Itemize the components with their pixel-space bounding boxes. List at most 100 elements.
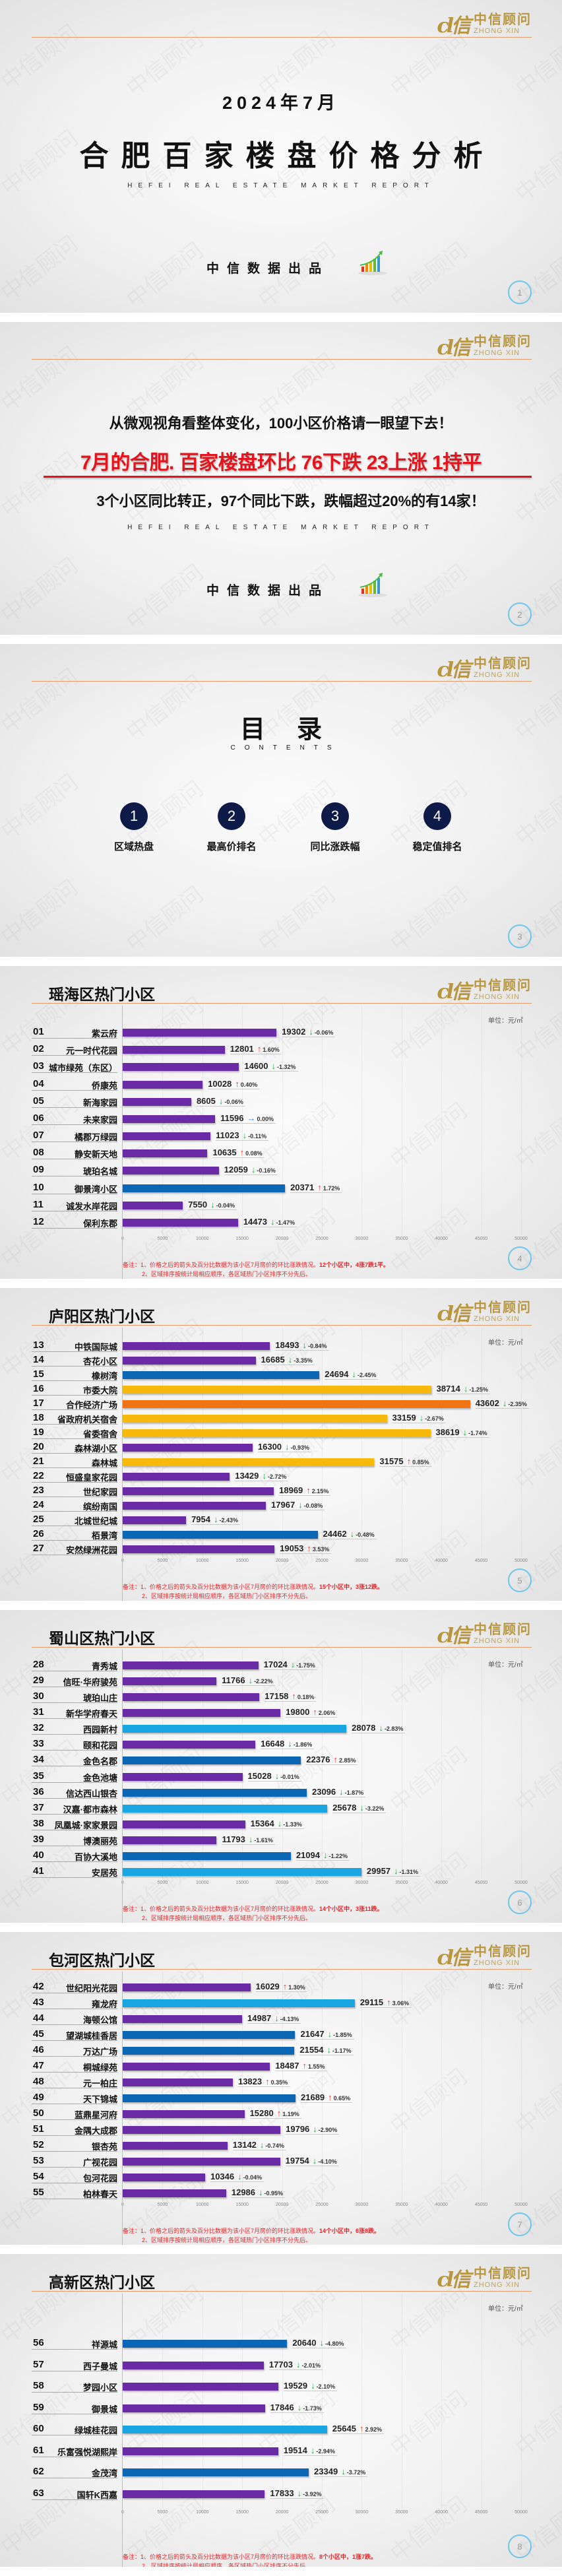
price-bar [123,2110,245,2118]
arrow-down-icon: ↓ [313,2124,317,2134]
price-value: 43602 [475,1398,499,1408]
row-underline [32,2135,117,2136]
arrow-up-icon: ↑ [313,1707,317,1718]
row-community-name: 侨康苑 [91,1080,117,1091]
row-rank: 39 [33,1833,44,1845]
row-community-name: 紫云府 [91,1029,117,1039]
row-community-name: 元一时代花园 [65,1046,117,1056]
row-community-name: 世纪阳光花园 [65,1983,117,1993]
change-percent: -2.35% [508,1401,527,1407]
chart-row: 46 万达广场 21554 ↓ -1.17% [0,2044,562,2057]
value-label: 10635 ↑ 0.08% [212,1147,265,1159]
price-value: 20371 [290,1182,315,1192]
price-value: 10635 [212,1147,237,1158]
price-value: 11596 [220,1112,244,1123]
watermark: 中信顾问 [511,776,562,852]
row-community-name: 梦园小区 [82,2383,117,2393]
value-label: 12986 ↓ -0.95% [231,2187,286,2198]
x-tick-label: 40000 [435,1237,448,1241]
x-tick-label: 35000 [395,2203,408,2207]
row-community-name: 雍龙府 [91,1999,117,2009]
row-community-name: 橡树湾 [91,1371,117,1381]
unit-label: 单位：元/㎡ [488,1661,523,1669]
x-tick-label: 45000 [474,2510,488,2515]
gridline [521,1006,522,1235]
row-underline [32,2349,117,2350]
row-underline [32,1055,117,1056]
page-number: 6 [508,1890,532,1914]
price-value: 38714 [436,1384,460,1394]
price-value: 38619 [435,1427,460,1437]
chart-row: 09 琥珀名城 12059 ↓ -0.16% [0,1163,562,1177]
growth-chart-icon [358,251,387,275]
gridline [521,1972,522,2201]
change-percent: 2.92% [365,2426,382,2433]
price-bar [123,1545,275,1553]
summary-yoy: 3个小区同比转正，97个同比下跌，跌幅超过20%的有14家！ [96,493,485,509]
value-label: 12059 ↓ -0.16% [224,1165,278,1176]
contents-subtitle-en: CONTENTS [230,744,341,752]
value-label: 13142 ↓ -0.74% [232,2140,286,2150]
row-community-name: 金色池塘 [82,1772,117,1783]
change-percent: -2.43% [219,1517,239,1524]
row-community-name: 信旺·华府骏苑 [63,1677,117,1688]
price-bar [123,1852,291,1860]
change-percent: -0.04% [216,1202,235,1209]
arrow-up-icon: ↑ [359,2424,364,2434]
chart-row: 20 森林湖小区 16300 ↓ -0.93% [0,1440,562,1454]
row-community-name: 御景城 [91,2404,117,2414]
change-percent: 1.72% [323,1184,340,1192]
change-percent: 0.85% [412,1459,429,1465]
toc-item[interactable]: 2 最高价排名 [192,802,271,853]
value-label: 20640 ↓ -4.80% [292,2338,346,2348]
gridline [282,1006,283,1235]
row-underline [32,1351,117,1352]
row-rank: 41 [33,1865,44,1877]
arrow-up-icon: ↑ [302,2061,307,2071]
row-community-name: 国轩K西嘉 [77,2490,117,2500]
price-bar [123,2468,309,2477]
toc-item[interactable]: 1 区域热盘 [94,802,173,853]
chart-row: 15 橡树湾 24694 ↓ -2.45% [0,1368,562,1381]
price-bar [123,1725,347,1733]
row-community-name: 安然绿洲花园 [65,1545,117,1555]
value-label: 15028 ↓ -0.01% [247,1771,301,1782]
header-divider [32,37,532,38]
change-percent: -2.10% [316,2383,336,2391]
change-percent: -2.22% [254,1678,273,1685]
price-bar [123,2404,265,2412]
price-bar [123,1473,230,1481]
arrow-down-icon: ↓ [327,2029,332,2039]
price-bar [123,1371,320,1379]
price-bar [123,2126,281,2134]
price-value: 19800 [286,1707,310,1718]
x-tick-label: 20000 [275,1559,289,1563]
price-bar [123,1756,301,1765]
x-tick-label: 15000 [235,1881,249,1885]
brand-name-cn: 中信顾问 [474,656,532,671]
price-value: 21554 [299,2045,324,2055]
value-label: 43602 ↓ -2.35% [475,1398,529,1409]
price-bar [123,1693,260,1702]
gridline [441,2294,443,2509]
chart-row: 10 御景湾小区 20371 ↑ 1.72% [0,1181,562,1194]
row-underline [32,1750,117,1751]
chart-row: 54 包河花园 10346 ↓ -0.04% [0,2170,562,2183]
chart-row: 51 金隅大成郡 19796 ↓ -2.90% [0,2123,562,2136]
price-value: 19529 [283,2381,308,2391]
footnote-text: 备注：1、价格之后的箭头及百分比数据为该小区7月房价的环比涨跌情况。 [123,2554,320,2560]
toc-item[interactable]: 3 同比涨跌幅 [296,802,375,853]
gridline [441,1006,443,1235]
change-percent: -1.25% [469,1386,488,1393]
row-rank: 48 [33,2076,44,2087]
price-bar [123,2174,205,2181]
change-percent: 2.06% [318,1710,336,1717]
price-bar [123,1063,239,1072]
gridline [322,1650,323,1879]
change-percent: -0.74% [265,2142,284,2149]
summary-slide: 中信顾问 中信顾问 中信顾问 中信顾问 中信顾问 中信顾问 中信顾问 中信顾问 中信顾问 中信顾问… [0,322,562,635]
toc-item[interactable]: 4 稳定值排名 [398,802,477,853]
row-underline [32,1380,117,1381]
arrow-up-icon: ↑ [307,1543,311,1553]
arrow-up-icon: ↑ [333,1755,338,1765]
